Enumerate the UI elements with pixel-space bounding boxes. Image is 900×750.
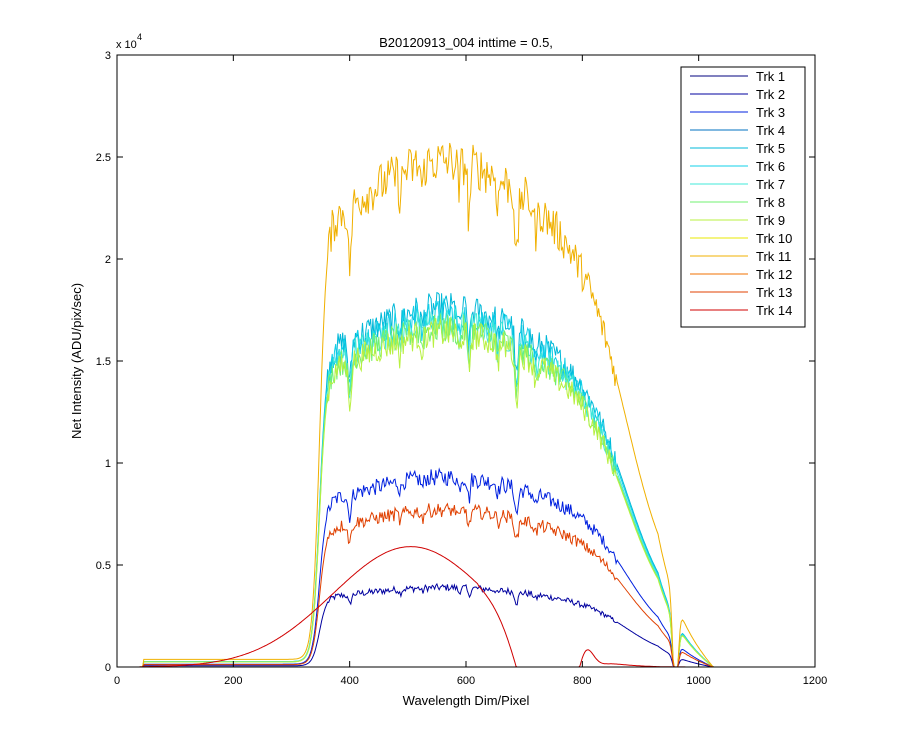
- legend-label-trk-14: Trk 14: [756, 303, 792, 318]
- legend-label-trk-2: Trk 2: [756, 87, 785, 102]
- legend-label-trk-9: Trk 9: [756, 213, 785, 228]
- y-multiplier-base: x 10: [116, 39, 137, 51]
- legend-label-trk-7: Trk 7: [756, 177, 785, 192]
- x-tick-label: 1200: [803, 675, 827, 687]
- y-tick-label: 2: [105, 254, 111, 266]
- legend-box: [680, 66, 806, 328]
- legend-label-trk-10: Trk 10: [756, 231, 792, 246]
- legend-label-trk-3: Trk 3: [756, 105, 785, 120]
- legend-label-trk-5: Trk 5: [756, 141, 785, 156]
- x-axis-label: Wavelength Dim/Pixel: [403, 693, 530, 708]
- y-tick-label: 1: [105, 458, 111, 470]
- y-multiplier-exponent: 4: [137, 32, 142, 42]
- y-tick-label: 0: [105, 662, 111, 674]
- chart-title: B20120913_004 inttime = 0.5,: [379, 35, 553, 50]
- legend-label-trk-13: Trk 13: [756, 285, 792, 300]
- x-tick-label: 0: [114, 675, 120, 687]
- x-tick-label: 800: [573, 675, 591, 687]
- series-line-trk-13: [117, 502, 717, 668]
- legend-label-trk-11: Trk 11: [756, 249, 791, 264]
- y-tick-label: 3: [105, 50, 111, 62]
- legend: Trk 1 Trk 2 Trk 3 Trk 4 Trk 5 Trk 6 Trk 7 Trk 8…: [680, 66, 806, 328]
- legend-label-trk-1: Trk 1: [756, 69, 785, 84]
- y-tick-label: 2.5: [96, 152, 111, 164]
- series-line-trk-2: [117, 582, 717, 668]
- x-tick-label: 1000: [686, 675, 710, 687]
- legend-label-trk-8: Trk 8: [756, 195, 785, 210]
- series-line-trk-14: [117, 546, 717, 668]
- legend-label-trk-12: Trk 12: [756, 267, 792, 282]
- series-line-trk-11: [117, 142, 717, 668]
- y-tick-label: 0.5: [96, 560, 111, 572]
- legend-label-trk-6: Trk 6: [756, 159, 785, 174]
- series-line-trk-9: [117, 317, 717, 668]
- ticks-layer: 0 200 400 600 800 1000 1200 0 0.5 1 1.5 2 2.5 3: [96, 50, 828, 687]
- x-tick-label: 200: [224, 675, 242, 687]
- x-tick-label: 600: [457, 675, 475, 687]
- legend-label-trk-4: Trk 4: [756, 123, 785, 138]
- y-axis-label: Net Intensity (ADU/pix/sec): [69, 283, 84, 439]
- x-tick-label: 400: [340, 675, 358, 687]
- y-tick-label: 1.5: [96, 356, 111, 368]
